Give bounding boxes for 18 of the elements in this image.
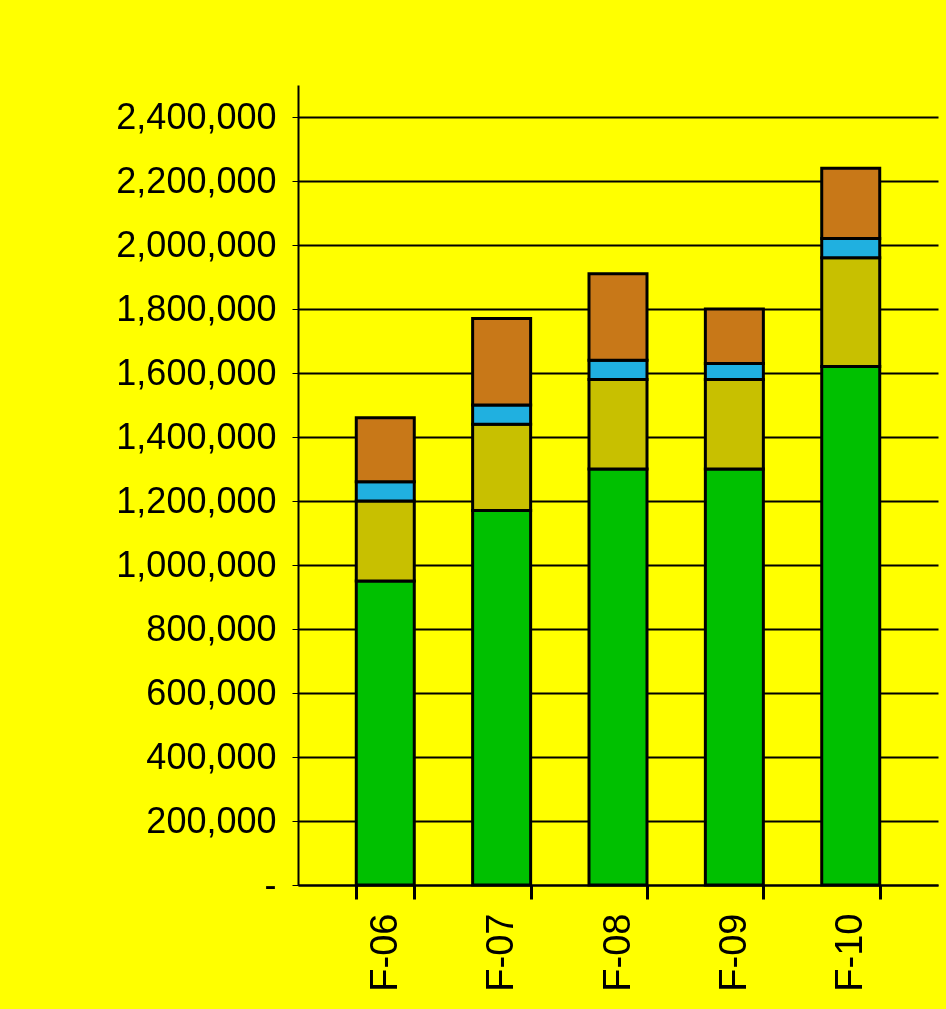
y-tick-label: 400,000: [146, 735, 277, 777]
y-tick-label: 600,000: [146, 671, 277, 713]
y-tick-label: 800,000: [146, 607, 277, 649]
y-tick-label: 2,000,000: [116, 223, 277, 265]
y-tick-label: 1,800,000: [116, 287, 277, 329]
y-tick-label: 2,400,000: [116, 95, 277, 137]
y-tick-label: 200,000: [146, 799, 277, 841]
y-tick-label: 1,400,000: [116, 415, 277, 457]
x-tick-label: F-09: [711, 913, 754, 992]
y-tick-label: 2,200,000: [116, 159, 277, 201]
y-tick-label: 1,200,000: [116, 479, 277, 521]
y-tick-label: 1,600,000: [116, 351, 277, 393]
x-tick-label: F-07: [479, 913, 522, 992]
x-tick-label: F-08: [595, 913, 638, 992]
x-tick-label: F-10: [828, 913, 871, 992]
y-tick-label: 1,000,000: [116, 543, 277, 585]
y-tick-label: -: [264, 863, 277, 905]
x-tick-label: F-06: [362, 913, 405, 992]
